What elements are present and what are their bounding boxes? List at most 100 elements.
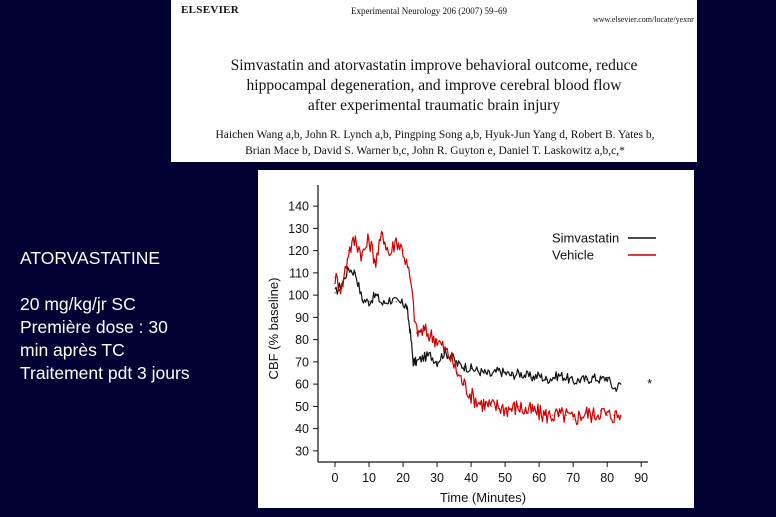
y-axis-label: CBF (% baseline) — [266, 278, 281, 380]
data-point-vehicle — [456, 372, 459, 374]
y-tick-label: 110 — [289, 266, 309, 280]
x-tick-label: 0 — [332, 471, 339, 485]
data-point-vehicle — [470, 394, 472, 396]
x-tick-label: 80 — [600, 471, 614, 485]
authors-line: Haichen Wang a,b, John R. Lynch a,b, Pin… — [215, 129, 655, 141]
data-point-simvastatin — [579, 379, 581, 381]
data-point-vehicle — [388, 254, 391, 256]
data-point-simvastatin — [354, 272, 357, 274]
data-point-simvastatin — [477, 370, 479, 372]
data-point-simvastatin — [504, 372, 506, 374]
x-tick-label: 50 — [498, 471, 512, 485]
data-point-simvastatin — [599, 379, 601, 381]
y-tick-label: 50 — [295, 400, 309, 414]
data-point-vehicle — [436, 339, 438, 341]
publisher-logo: ELSEVIER — [181, 4, 240, 16]
x-tick-label: 70 — [566, 471, 580, 485]
legend-label-vehicle: Vehicle — [552, 248, 594, 263]
data-point-vehicle — [558, 414, 561, 416]
data-point-vehicle — [341, 287, 343, 290]
data-point-simvastatin — [395, 301, 397, 303]
y-tick-label: 100 — [288, 289, 309, 303]
data-point-vehicle — [463, 383, 465, 385]
data-point-simvastatin — [388, 298, 391, 301]
data-point-vehicle — [382, 232, 384, 234]
drug-name: ATORVASTATINE — [20, 248, 161, 268]
y-tick-label: 60 — [295, 378, 309, 392]
data-point-vehicle — [375, 261, 377, 263]
paper-title-line: Simvastatin and atorvastatin improve beh… — [230, 57, 638, 74]
data-point-vehicle — [606, 414, 608, 416]
x-tick-label: 20 — [396, 471, 410, 485]
paper-authors: Haichen Wang a,b, John R. Lynch a,b, Pin… — [185, 127, 685, 159]
data-point-vehicle — [416, 332, 418, 334]
data-point-vehicle — [586, 412, 588, 414]
data-point-vehicle — [497, 405, 499, 407]
data-point-vehicle — [429, 334, 431, 336]
data-point-vehicle — [409, 276, 411, 278]
data-point-vehicle — [484, 403, 486, 405]
slide-text: ATORVASTATINE 20 mg/kg/jr SC Première do… — [20, 247, 190, 385]
data-point-vehicle — [395, 238, 397, 241]
y-tick-label: 70 — [295, 355, 309, 369]
data-point-simvastatin — [538, 374, 540, 376]
data-point-simvastatin — [511, 374, 513, 376]
data-point-simvastatin — [348, 267, 350, 270]
x-tick-label: 30 — [430, 471, 444, 485]
data-point-vehicle — [620, 414, 622, 416]
data-point-simvastatin — [463, 365, 465, 367]
dose-detail: Traitement pdt 3 jours — [20, 363, 190, 383]
data-point-simvastatin — [613, 387, 615, 390]
journal-url: www.elsevier.com/locate/yexnr — [593, 15, 694, 24]
series-line-vehicle — [334, 230, 622, 425]
data-point-simvastatin — [402, 303, 404, 305]
chart-panel: 30 40 50 60 70 80 90 100 110 120 130 140 0 10 20 30 40 50… — [258, 170, 694, 508]
y-tick-label: 120 — [288, 244, 309, 258]
data-point-simvastatin — [443, 352, 445, 354]
cbf-chart: 30 40 50 60 70 80 90 100 110 120 130 140 0 10 20 30 40 50… — [266, 185, 656, 505]
paper-title: Simvastatin and atorvastatin improve beh… — [171, 56, 697, 116]
series-line-simvastatin — [334, 266, 622, 392]
dose-detail: Première dose : 30 — [20, 317, 168, 337]
data-point-vehicle — [579, 414, 581, 416]
data-point-simvastatin — [405, 305, 408, 307]
data-point-simvastatin — [382, 303, 384, 305]
data-point-vehicle — [552, 414, 554, 416]
paper-title-line: hippocampal degeneration, and improve ce… — [246, 77, 622, 94]
dose-detail: min après TC — [20, 340, 125, 360]
data-point-simvastatin — [429, 354, 431, 356]
data-point-simvastatin — [558, 374, 561, 376]
data-point-vehicle — [545, 414, 547, 416]
x-tick-label: 40 — [464, 471, 478, 485]
data-point-simvastatin — [620, 383, 622, 385]
data-point-simvastatin — [524, 374, 527, 376]
data-point-simvastatin — [531, 376, 533, 379]
y-tick-label: 80 — [295, 333, 309, 347]
data-point-vehicle — [504, 408, 506, 410]
y-tick-label: 40 — [295, 422, 309, 436]
data-point-simvastatin — [484, 372, 486, 374]
paper-header: ELSEVIER Experimental Neurology 206 (200… — [171, 0, 697, 162]
data-point-vehicle — [572, 419, 574, 421]
data-point-vehicle — [613, 414, 615, 416]
x-tick-label: 60 — [532, 471, 546, 485]
x-tick-label: 10 — [362, 471, 376, 485]
data-point-vehicle — [354, 238, 357, 241]
y-tick-label: 130 — [288, 222, 309, 236]
data-point-vehicle — [422, 330, 425, 332]
data-point-simvastatin — [592, 376, 595, 379]
data-point-simvastatin — [552, 376, 554, 379]
data-point-vehicle — [592, 414, 595, 416]
dose-detail: 20 mg/kg/jr SC — [20, 294, 136, 314]
data-point-vehicle — [348, 250, 350, 252]
data-point-vehicle — [531, 410, 533, 412]
data-point-simvastatin — [436, 361, 438, 363]
significance-annotation: * — [647, 377, 652, 391]
data-point-vehicle — [565, 414, 567, 416]
data-point-vehicle — [477, 401, 479, 403]
data-point-simvastatin — [497, 370, 499, 372]
data-point-simvastatin — [422, 356, 425, 359]
x-tick-label: 90 — [634, 471, 648, 485]
data-point-vehicle — [334, 276, 336, 278]
data-point-simvastatin — [545, 379, 547, 381]
